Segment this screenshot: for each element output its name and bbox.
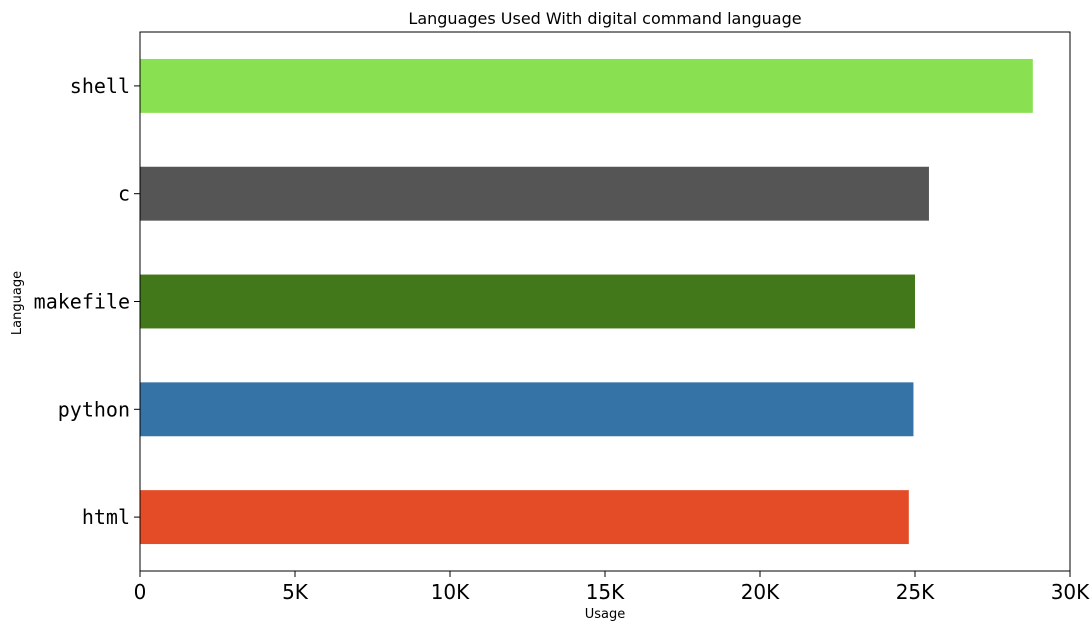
y-axis-label: Language [10,271,25,335]
x-tick-label-30K: 30K [1051,580,1090,604]
chart-title: Languages Used With digital command lang… [408,9,801,28]
x-tick-label-10K: 10K [431,580,470,604]
y-tick-label-shell: shell [70,74,130,98]
bar-makefile [140,274,915,329]
bar-python [140,382,914,437]
bar-shell [140,58,1033,113]
x-tick-label-5K: 5K [282,580,309,604]
bar-html [140,490,909,545]
x-tick-label-0: 0 [134,580,147,604]
y-axis-ticks: html python makefile c shell [34,74,140,529]
x-axis-ticks: 0 5K 10K 15K 20K 25K 30K [134,571,1090,604]
y-tick-label-html: html [82,505,130,529]
y-tick-label-python: python [58,397,130,421]
x-tick-label-15K: 15K [586,580,625,604]
bars-group [140,58,1033,545]
bar-c [140,166,929,221]
y-tick-label-makefile: makefile [34,290,130,314]
x-axis-label: Usage [585,607,626,622]
y-tick-label-c: c [118,182,130,206]
x-tick-label-25K: 25K [896,580,935,604]
x-tick-label-20K: 20K [741,580,780,604]
